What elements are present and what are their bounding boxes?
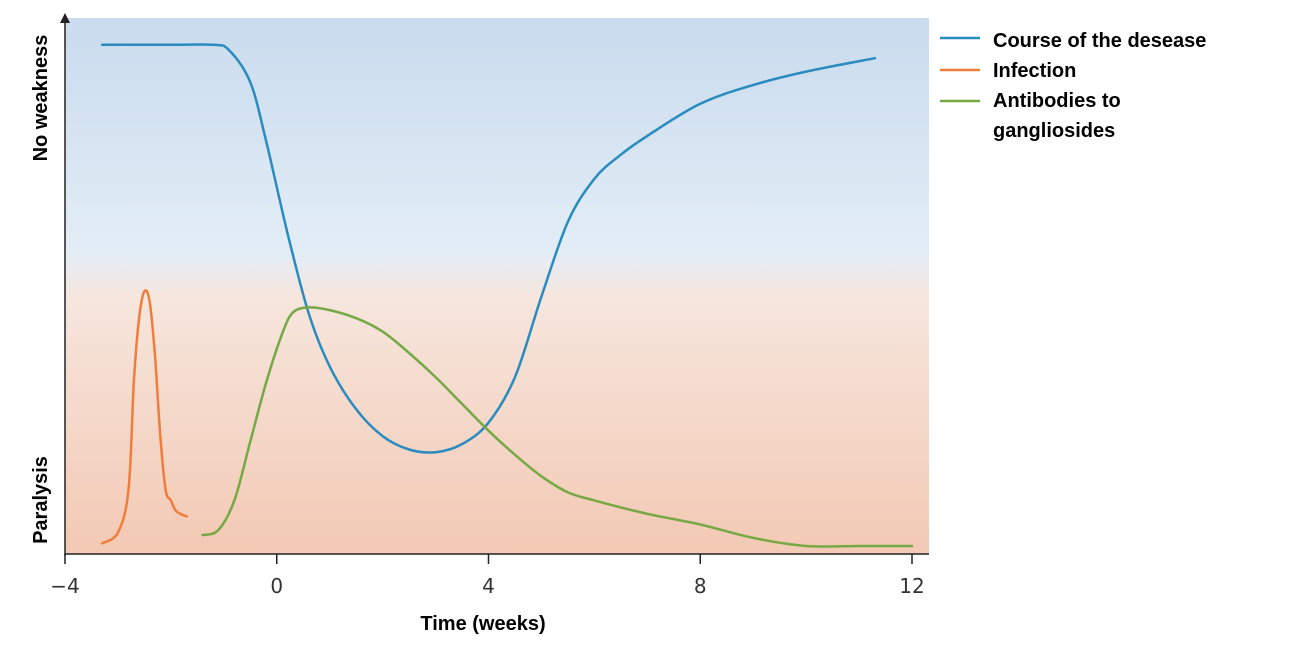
x-tick-label: 12 (899, 574, 924, 598)
series-line-course (100, 43, 877, 454)
x-tick-label: −4 (50, 574, 79, 598)
x-tick-label: 8 (694, 574, 707, 598)
series-line-antibodies (201, 306, 914, 548)
legend: Course of the desease Infection Antibodi… (940, 30, 1206, 142)
y-axis-label-bottom: Paralysis (30, 456, 52, 544)
x-ticks: −4 0 4 8 12 (50, 554, 925, 598)
legend-label-course: Course of the desease (993, 30, 1206, 52)
plot-series (100, 43, 914, 548)
plot-background (65, 18, 929, 554)
x-axis-title: Time (weeks) (420, 613, 545, 635)
x-tick-label: 0 (270, 574, 283, 598)
legend-label-antibodies: Antibodies to gangliosides (993, 90, 1121, 142)
series-line-infection (100, 289, 189, 545)
legend-label-infection: Infection (993, 60, 1076, 82)
y-axis-label-top: No weakness (30, 35, 52, 162)
x-tick-label: 4 (482, 574, 495, 598)
